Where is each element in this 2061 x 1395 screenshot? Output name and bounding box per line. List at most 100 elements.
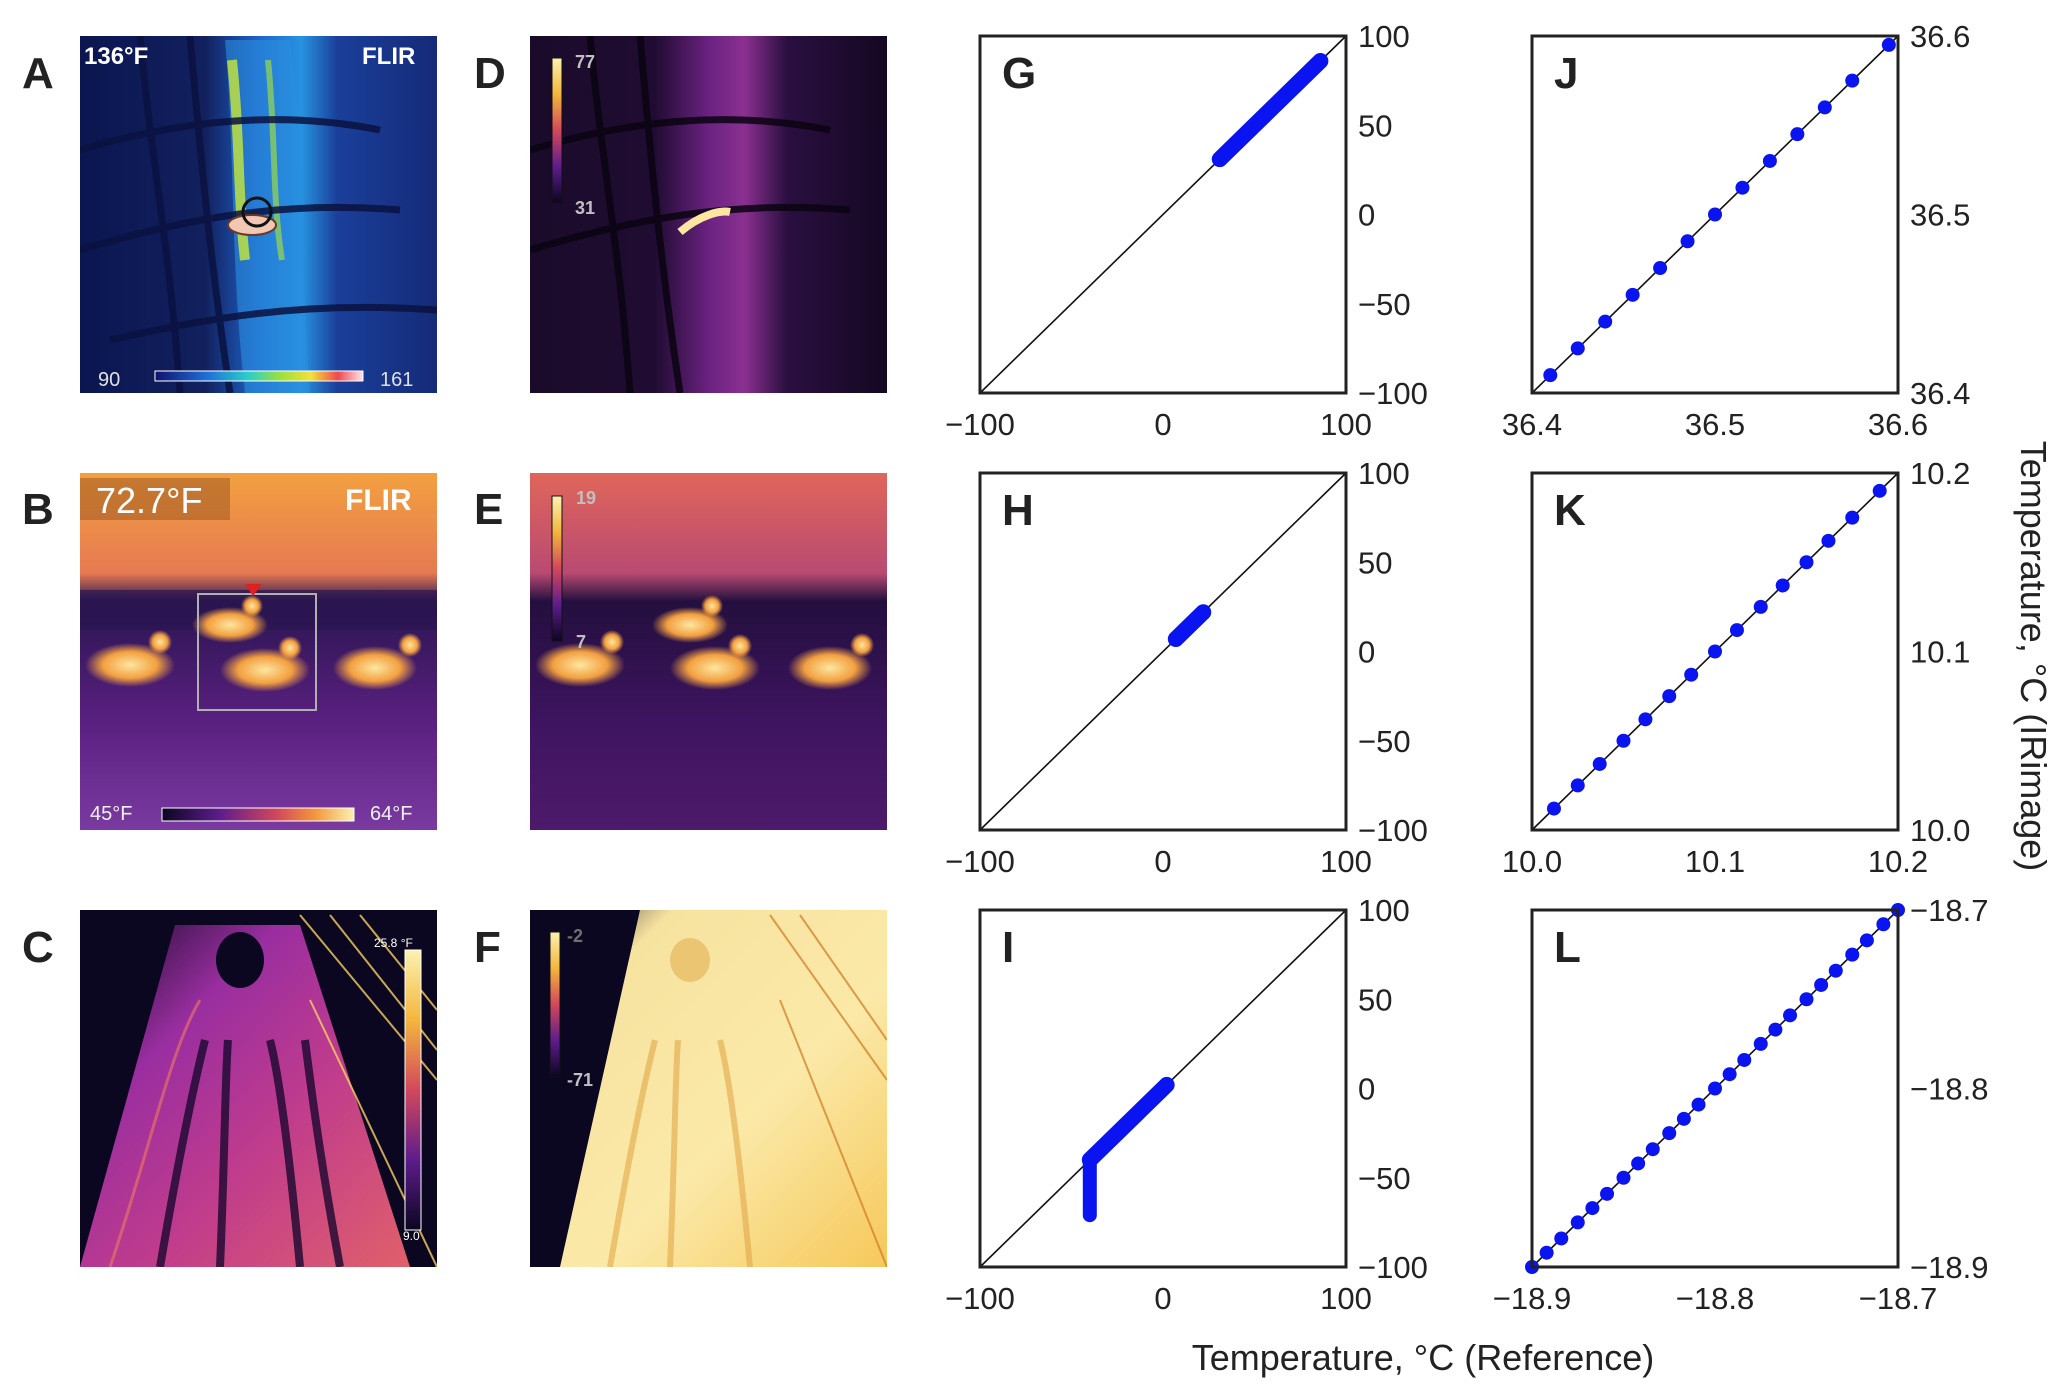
y-tick-label: 50 xyxy=(1358,545,1392,580)
data-point xyxy=(1821,533,1836,548)
scale-min-e: 7 xyxy=(576,632,586,652)
data-point xyxy=(1616,1170,1631,1185)
x-tick-label: −18.8 xyxy=(1676,1281,1754,1316)
y-tick-label: 50 xyxy=(1358,108,1392,143)
data-point xyxy=(1775,578,1790,593)
scatter-charts: G −100 0 100 100 50 0 −50 −100 H −100 0 100 100 50 0 −50… xyxy=(945,19,1988,1316)
y-tick-label: 100 xyxy=(1358,456,1410,491)
x-tick-label: 0 xyxy=(1154,844,1171,879)
data-point xyxy=(1737,1052,1752,1067)
x-tick-label: 36.5 xyxy=(1685,407,1745,442)
scale-max-f: -2 xyxy=(567,926,583,946)
y-tick-label: 100 xyxy=(1358,893,1410,928)
x-tick-label: 10.2 xyxy=(1868,844,1928,879)
x-tick-label: 0 xyxy=(1154,1281,1171,1316)
data-point xyxy=(1616,733,1631,748)
y-tick-label: −100 xyxy=(1358,813,1428,848)
data-point xyxy=(1762,153,1777,168)
y-tick-label: −18.9 xyxy=(1910,1250,1988,1285)
panel-label-k: K xyxy=(1554,486,1586,535)
data-point xyxy=(1625,287,1640,302)
data-point-band xyxy=(1167,604,1212,648)
y-tick-label: 100 xyxy=(1358,19,1410,54)
plot-frame xyxy=(978,908,1348,1269)
x-tick-label: 100 xyxy=(1320,407,1372,442)
data-point xyxy=(1768,1022,1783,1037)
panel-label-i: I xyxy=(1002,923,1014,972)
data-point xyxy=(1653,261,1668,276)
plot-frame xyxy=(978,471,1348,832)
x-tick-label: −18.7 xyxy=(1859,1281,1937,1316)
x-tick-label: 10.0 xyxy=(1502,844,1562,879)
data-point xyxy=(1876,917,1891,932)
y-tick-label: −50 xyxy=(1358,724,1411,759)
y-tick-label: 10.1 xyxy=(1910,635,1970,670)
data-point xyxy=(1729,623,1744,638)
data-point xyxy=(1859,933,1874,948)
data-point xyxy=(1554,1231,1569,1246)
scale-max-b: 64°F xyxy=(370,803,412,825)
y-axis-label: Temperature, °C (IRimage) xyxy=(2013,441,2054,872)
data-point xyxy=(1676,1111,1691,1126)
data-point xyxy=(1790,127,1805,142)
data-point xyxy=(1708,644,1722,659)
data-point xyxy=(1817,100,1832,115)
y-tick-label: 50 xyxy=(1358,982,1392,1017)
x-tick-label: 36.6 xyxy=(1868,407,1928,442)
data-point xyxy=(1570,778,1585,793)
x-tick-label: −100 xyxy=(945,1281,1015,1316)
x-tick-label: 0 xyxy=(1154,407,1171,442)
scale-min-f: -71 xyxy=(567,1070,593,1090)
scatter-panel-k: K 10.0 10.1 10.2 10.2 10.1 10.0 xyxy=(1502,456,1971,879)
scale-max-a: 161 xyxy=(380,369,413,391)
y-tick-label: −100 xyxy=(1358,376,1428,411)
scatter-panel-h: H −100 0 100 100 50 0 −50 −100 xyxy=(945,456,1428,879)
data-point xyxy=(1814,977,1829,992)
x-tick-label: −18.9 xyxy=(1493,1281,1571,1316)
y-tick-label: 0 xyxy=(1358,635,1375,670)
data-point xyxy=(1722,1067,1737,1082)
x-tick-label: −100 xyxy=(945,844,1015,879)
y-tick-label: 36.4 xyxy=(1910,376,1970,411)
data-point xyxy=(1753,1036,1768,1051)
data-point xyxy=(1845,510,1860,525)
x-tick-label: −100 xyxy=(945,407,1015,442)
data-point xyxy=(1570,1215,1585,1230)
y-tick-label: −50 xyxy=(1358,287,1411,322)
panel-label-b: B xyxy=(22,485,54,534)
thermal-image-f: -2 -71 xyxy=(530,910,887,1267)
panel-label-j: J xyxy=(1554,49,1578,98)
data-point xyxy=(1539,1245,1554,1260)
plot-frame xyxy=(1530,34,1900,395)
data-point xyxy=(1708,207,1722,222)
x-tick-label: 10.1 xyxy=(1685,844,1745,879)
y-tick-label: −18.8 xyxy=(1910,1072,1988,1107)
data-point xyxy=(1845,73,1860,88)
panel-label-g: G xyxy=(1002,49,1036,98)
data-point xyxy=(1783,1008,1798,1023)
data-point xyxy=(1546,801,1561,816)
scatter-panel-i: I −100 0 100 100 50 0 −50 −100 xyxy=(945,893,1428,1316)
data-point xyxy=(1684,667,1699,682)
scatter-panel-g: G −100 0 100 100 50 0 −50 −100 xyxy=(945,19,1428,442)
data-point xyxy=(1638,712,1653,727)
y-tick-label: 10.0 xyxy=(1910,813,1970,848)
data-point xyxy=(1680,234,1695,249)
y-tick-label: −18.7 xyxy=(1910,893,1988,928)
overlay-temp-a: 136°F xyxy=(84,43,148,70)
data-point xyxy=(1881,37,1896,52)
data-point xyxy=(1585,1201,1600,1216)
panel-label-d: D xyxy=(474,49,506,98)
data-point xyxy=(1799,992,1814,1007)
data-point xyxy=(1592,756,1607,771)
y-tick-label: 0 xyxy=(1358,1072,1375,1107)
panel-label-l: L xyxy=(1554,923,1581,972)
thermal-image-a: 136°F FLIR 90 161 xyxy=(80,36,437,393)
data-point xyxy=(1799,555,1814,570)
panel-label-a: A xyxy=(22,49,54,98)
y-tick-label: 36.6 xyxy=(1910,19,1970,54)
data-point xyxy=(1645,1142,1660,1157)
y-tick-label: −100 xyxy=(1358,1250,1428,1285)
panel-label-f: F xyxy=(474,923,501,972)
